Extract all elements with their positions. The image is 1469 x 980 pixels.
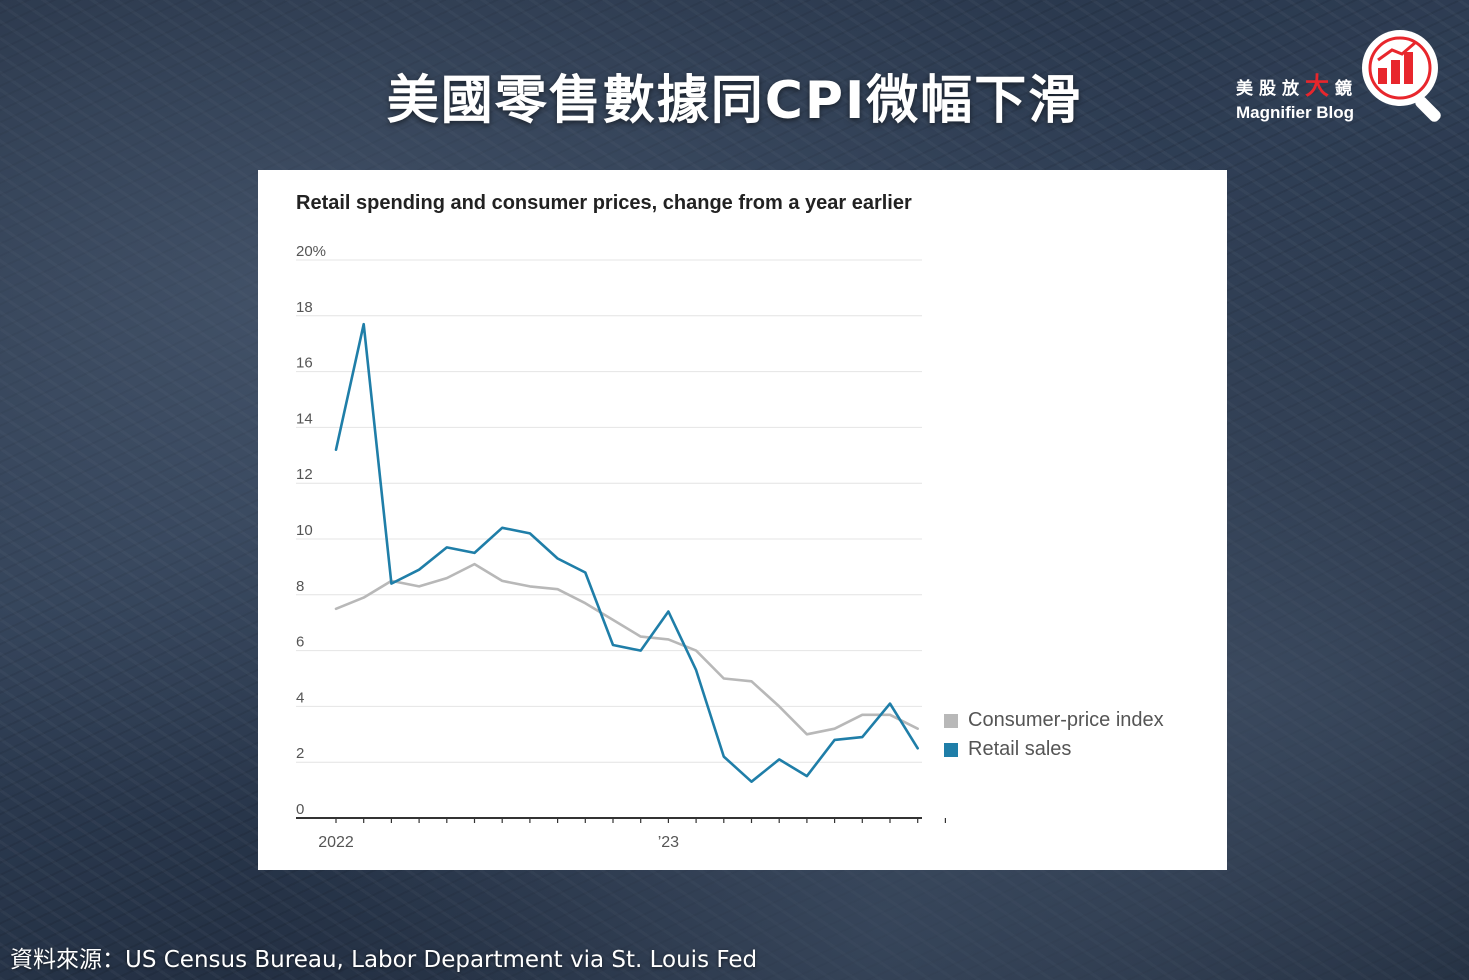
brand-chinese-name: 美股放大鏡 <box>1236 66 1358 101</box>
brand-block: 美股放大鏡 Magnifier Blog <box>1236 66 1358 123</box>
x-tick-label: ’23 <box>658 834 679 851</box>
legend-item-retail: Retail sales <box>944 735 1164 764</box>
chart-legend: Consumer-price index Retail sales <box>944 706 1164 764</box>
legend-swatch-cpi <box>944 713 958 728</box>
chart-title: Retail spending and consumer prices, cha… <box>296 192 912 214</box>
x-tick-label: 2022 <box>318 834 354 851</box>
legend-item-cpi: Consumer-price index <box>944 706 1164 735</box>
y-tick-label: 18 <box>296 299 313 316</box>
y-tick-label: 12 <box>296 466 313 483</box>
y-tick-label: 10 <box>296 522 313 539</box>
brand-cn-prefix: 美股放 <box>1236 79 1305 99</box>
legend-swatch-retail <box>944 742 958 757</box>
y-tick-label: 6 <box>296 634 304 651</box>
legend-label-retail: Retail sales <box>968 738 1072 760</box>
y-tick-label: 0 <box>296 801 304 818</box>
y-tick-label: 14 <box>296 410 313 427</box>
source-note: 資料來源：US Census Bureau, Labor Department … <box>10 947 758 973</box>
legend-label-cpi: Consumer-price index <box>968 709 1164 731</box>
brand-cn-suffix: 鏡 <box>1335 79 1358 99</box>
y-tick-label: 2 <box>296 745 304 762</box>
y-tick-label: 16 <box>296 355 313 372</box>
chart-panel: Retail spending and consumer prices, cha… <box>258 170 1227 870</box>
y-tick-label: 4 <box>296 689 304 706</box>
brand-english-name: Magnifier Blog <box>1236 103 1355 122</box>
series-line-cpi <box>334 562 920 736</box>
line-chart: 0 2 4 6 8 10 12 14 16 18 20% 2022 ’23 <box>296 243 947 851</box>
magnifier-bar-chart-icon <box>1356 24 1456 128</box>
y-tick-label: 8 <box>296 578 304 595</box>
brand-cn-big: 大 <box>1305 72 1335 100</box>
page-title: 美國零售數據同CPI微幅下滑 <box>386 71 1083 131</box>
series-line-retail <box>334 322 920 784</box>
y-tick-label: 20% <box>296 243 326 260</box>
